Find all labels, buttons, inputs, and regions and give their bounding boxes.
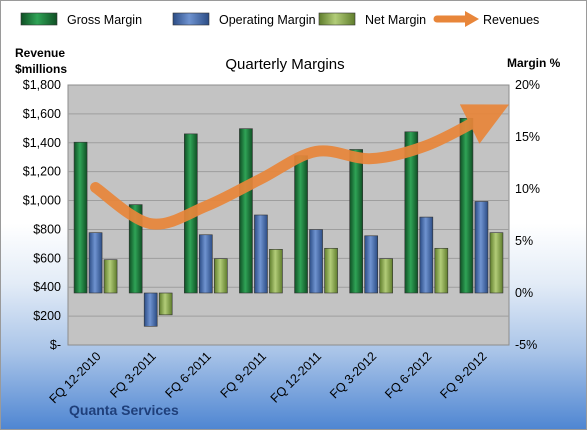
legend-swatch — [172, 12, 210, 26]
bar-net-margin — [103, 259, 118, 294]
bar-gross-margin — [294, 155, 308, 294]
right-tick-label: 20% — [515, 78, 540, 92]
legend-label: Revenues — [483, 13, 539, 27]
bar-gross-margin — [128, 204, 143, 294]
left-axis-ticks: $- $200 $400 $600 $800 $1,000 $1,200 $1,400 $1,6… — [23, 78, 61, 352]
bars-group — [73, 117, 504, 327]
x-tick-label: FQ 9-2012 — [437, 349, 489, 401]
legend-swatch — [20, 12, 58, 26]
right-tick-label: -5% — [515, 338, 537, 352]
bar-gross-margin — [459, 117, 474, 294]
right-tick-label: 15% — [515, 130, 540, 144]
left-tick-label: $1,800 — [23, 78, 61, 92]
bar-gross-margin — [404, 131, 419, 294]
legend-arrowhead — [465, 11, 479, 27]
revenue-line — [90, 104, 510, 230]
left-tick-label: $1,000 — [23, 194, 61, 208]
x-tick-label: FQ 6-2011 — [162, 349, 214, 401]
left-tick-label: $800 — [33, 222, 61, 236]
legend-swatch — [318, 12, 356, 26]
bar-net-margin — [158, 292, 173, 316]
left-tick-label: $1,200 — [23, 165, 61, 179]
right-axis-title: Margin % — [507, 56, 561, 70]
bar-operating-margin — [199, 234, 213, 294]
left-axis-title-line2: $millions — [15, 62, 67, 76]
bar-net-margin — [434, 247, 449, 294]
left-tick-label: $1,400 — [23, 136, 61, 150]
bar-gross-margin — [349, 149, 363, 294]
right-tick-label: 10% — [515, 182, 540, 196]
bar-operating-margin — [364, 235, 378, 294]
bar-operating-margin — [254, 214, 268, 294]
bar-gross-margin — [73, 141, 88, 294]
bar-net-margin — [269, 249, 283, 294]
bar-gross-margin — [239, 128, 253, 294]
bar-operating-margin — [474, 201, 489, 294]
x-tick-label: FQ 12-2010 — [47, 349, 104, 406]
right-tick-label: 0% — [515, 286, 533, 300]
x-tick-label: FQ 9-2011 — [218, 349, 270, 401]
legend-label: Operating Margin — [219, 13, 316, 27]
x-tick-label: FQ 3-2011 — [107, 349, 159, 401]
left-tick-label: $600 — [33, 251, 61, 265]
right-axis-ticks: -5% 0% 5% 10% 15% 20% — [515, 78, 540, 352]
legend-label: Net Margin — [365, 13, 426, 27]
bar-net-margin — [324, 247, 338, 294]
left-tick-label: $400 — [33, 280, 61, 294]
legend-label: Gross Margin — [67, 13, 142, 27]
left-tick-label: $200 — [33, 309, 61, 323]
bar-net-margin — [214, 258, 228, 294]
left-tick-label: $1,600 — [23, 107, 61, 121]
left-tick-label: $- — [50, 338, 61, 352]
x-axis-ticks: FQ 12-2010 FQ 3-2011 FQ 6-2011 FQ 9-2011FQ … — [47, 349, 490, 406]
bar-operating-margin — [88, 232, 103, 294]
chart-title: Quarterly Margins — [225, 56, 344, 73]
legend: Gross Margin Operating Margin Net Margin Re… — [20, 11, 539, 27]
x-tick-label: FQ 12-2011 — [268, 349, 324, 405]
x-tick-label: FQ 6-2012 — [382, 349, 434, 401]
revenue-line-group — [90, 104, 510, 230]
bar-operating-margin — [143, 292, 158, 327]
bar-operating-margin — [419, 216, 434, 294]
company-label: Quanta Services — [69, 402, 179, 418]
x-tick-label: FQ 3-2012 — [327, 349, 379, 401]
right-tick-label: 5% — [515, 234, 533, 248]
bar-net-margin — [489, 232, 504, 294]
left-axis-title-line1: Revenue — [15, 46, 65, 60]
bar-operating-margin — [309, 229, 323, 294]
bar-net-margin — [379, 258, 393, 294]
